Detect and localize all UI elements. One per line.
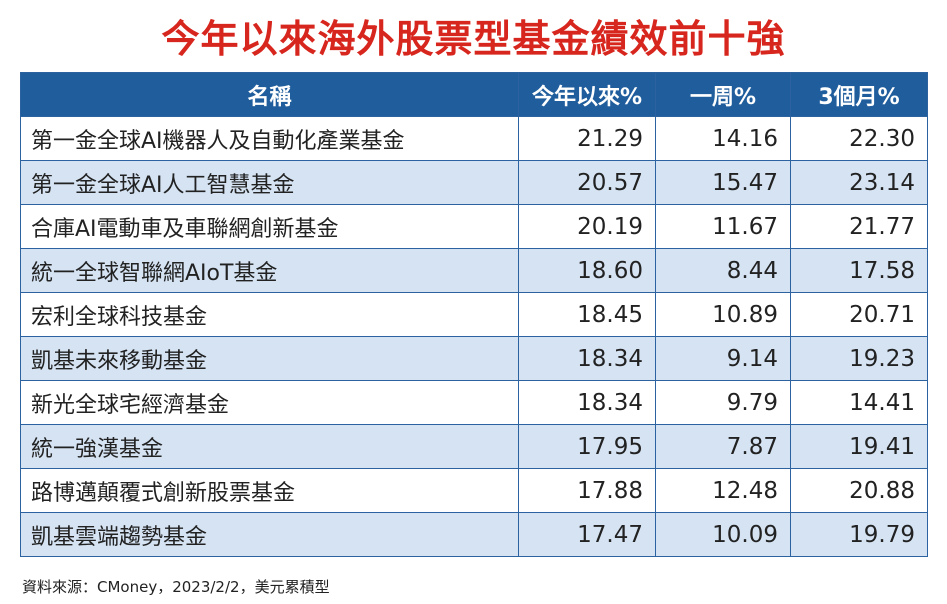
- return-value: 21.29: [518, 116, 656, 161]
- return-value: 22.30: [790, 116, 928, 161]
- header-cell: 今年以來%: [518, 72, 656, 117]
- fund-name: 凱基雲端趨勢基金: [20, 512, 519, 557]
- table-row: 新光全球宅經濟基金 18.34 9.79 14.41: [20, 380, 928, 425]
- table-row: 宏利全球科技基金 18.45 10.89 20.71: [20, 292, 928, 337]
- fund-name: 新光全球宅經濟基金: [20, 380, 519, 425]
- table-row: 統一全球智聯網AIoT基金 18.60 8.44 17.58: [20, 248, 928, 293]
- return-value: 15.47: [655, 160, 791, 205]
- header-cell: 一周%: [655, 72, 791, 117]
- return-value: 17.47: [518, 512, 656, 557]
- fund-name: 宏利全球科技基金: [20, 292, 519, 337]
- source-note: 資料來源：CMoney，2023/2/2，美元累積型: [22, 578, 330, 596]
- return-value: 20.88: [790, 468, 928, 513]
- return-value: 20.19: [518, 204, 656, 249]
- table-row: 凱基雲端趨勢基金 17.47 10.09 19.79: [20, 512, 928, 557]
- table-row: 凱基未來移動基金 18.34 9.14 19.23: [20, 336, 928, 381]
- return-value: 10.89: [655, 292, 791, 337]
- title: 今年以來海外股票型基金績效前十強: [161, 16, 786, 61]
- return-value: 19.79: [790, 512, 928, 557]
- return-value: 18.60: [518, 248, 656, 293]
- table-row: 第一金全球AI機器人及自動化產業基金 21.29 14.16 22.30: [20, 116, 928, 161]
- return-value: 20.71: [790, 292, 928, 337]
- return-value: 14.41: [790, 380, 928, 425]
- header-cell: 名稱: [20, 72, 519, 117]
- return-value: 8.44: [655, 248, 791, 293]
- fund-name: 合庫AI電動車及車聯網創新基金: [20, 204, 519, 249]
- table-row: 第一金全球AI人工智慧基金 20.57 15.47 23.14: [20, 160, 928, 205]
- table-row: 合庫AI電動車及車聯網創新基金 20.19 11.67 21.77: [20, 204, 928, 249]
- return-value: 9.14: [655, 336, 791, 381]
- return-value: 17.88: [518, 468, 656, 513]
- fund-name: 第一金全球AI人工智慧基金: [20, 160, 519, 205]
- return-value: 9.79: [655, 380, 791, 425]
- table-row: 統一強漢基金 17.95 7.87 19.41: [20, 424, 928, 469]
- return-value: 11.67: [655, 204, 791, 249]
- return-value: 7.87: [655, 424, 791, 469]
- fund-name: 統一強漢基金: [20, 424, 519, 469]
- return-value: 19.41: [790, 424, 928, 469]
- return-value: 14.16: [655, 116, 791, 161]
- return-value: 21.77: [790, 204, 928, 249]
- header-cell: 3個月%: [790, 72, 928, 117]
- return-value: 12.48: [655, 468, 791, 513]
- return-value: 10.09: [655, 512, 791, 557]
- fund-name: 統一全球智聯網AIoT基金: [20, 248, 519, 293]
- table-body: 第一金全球AI機器人及自動化產業基金 21.29 14.16 22.30 第一金全球AI…: [20, 116, 928, 557]
- fund-table: 名稱 今年以來% 一周% 3個月% 第一金全球AI機器人及自動化產業基金 21.29 14…: [20, 72, 928, 557]
- return-value: 18.45: [518, 292, 656, 337]
- header-row: 名稱 今年以來% 一周% 3個月%: [20, 72, 928, 117]
- return-value: 18.34: [518, 380, 656, 425]
- fund-name: 凱基未來移動基金: [20, 336, 519, 381]
- fund-name: 路博邁顛覆式創新股票基金: [20, 468, 519, 513]
- fund-name: 第一金全球AI機器人及自動化產業基金: [20, 116, 519, 161]
- table-row: 路博邁顛覆式創新股票基金 17.88 12.48 20.88: [20, 468, 928, 513]
- return-value: 23.14: [790, 160, 928, 205]
- return-value: 18.34: [518, 336, 656, 381]
- return-value: 20.57: [518, 160, 656, 205]
- return-value: 17.95: [518, 424, 656, 469]
- return-value: 17.58: [790, 248, 928, 293]
- return-value: 19.23: [790, 336, 928, 381]
